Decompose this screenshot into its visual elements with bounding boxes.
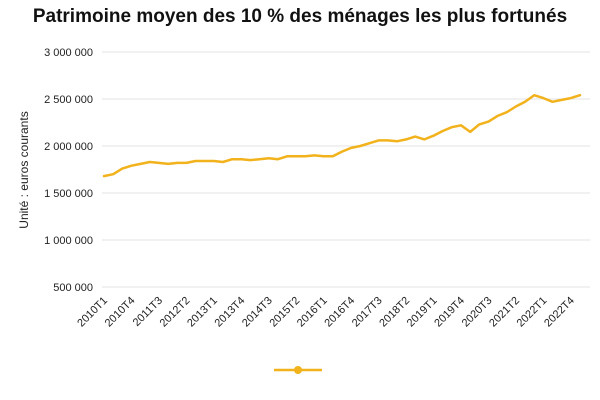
series-group bbox=[102, 93, 582, 178]
chart-title: Patrimoine moyen des 10 % des ménages le… bbox=[32, 6, 568, 27]
legend-marker bbox=[294, 366, 302, 374]
y-axis-ticks: 500 000 1 000 000 1 500 000 2 000 000 2 500 … bbox=[44, 47, 93, 294]
y-tick-label: 2 500 000 bbox=[44, 94, 93, 106]
x-tick-label: 2010T4 bbox=[103, 295, 138, 330]
y-tick-label: 1 500 000 bbox=[44, 188, 93, 200]
y-tick-label: 1 000 000 bbox=[44, 235, 93, 247]
x-axis-ticks: 2010T12010T42011T32012T22013T12013T42014… bbox=[75, 295, 577, 330]
y-tick-label: 3 000 000 bbox=[44, 47, 93, 59]
y-tick-label: 2 000 000 bbox=[44, 141, 93, 153]
legend[interactable] bbox=[274, 366, 322, 374]
y-tick-label: 500 000 bbox=[53, 282, 93, 294]
gridlines bbox=[102, 51, 590, 288]
series-line bbox=[102, 93, 582, 178]
x-tick-label: 2022T4 bbox=[542, 295, 577, 330]
